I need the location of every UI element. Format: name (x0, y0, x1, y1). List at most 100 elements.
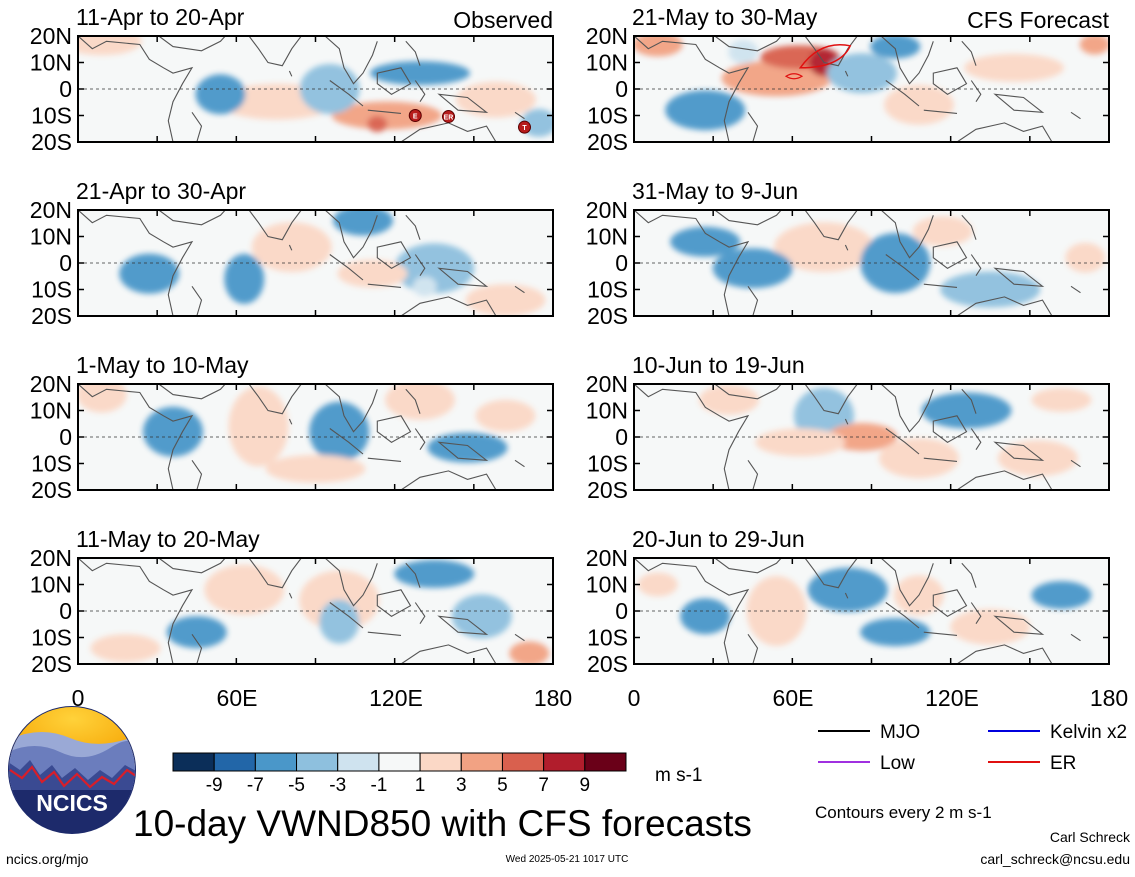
coastline (158, 36, 226, 52)
website-link[interactable]: ncics.org/mjo (6, 851, 89, 867)
logo-text: NCICS (36, 790, 108, 816)
coastline (437, 615, 489, 635)
anomaly-blob (427, 432, 508, 463)
units-label: m s-1 (655, 765, 703, 786)
coastline (376, 589, 412, 617)
x-tick-label: 0 (72, 685, 85, 711)
anomaly-blob (680, 598, 731, 635)
contour-note: Contours every 2 m s-1 (815, 803, 992, 822)
coastline (400, 296, 497, 316)
coastline (414, 428, 426, 450)
y-tick-label: 0 (59, 250, 72, 276)
colorbar-tick-label: 9 (580, 775, 591, 796)
coastline (78, 210, 194, 316)
anomaly-field (78, 384, 536, 483)
coastline (158, 384, 226, 400)
coastline (956, 296, 1053, 316)
colorbar-swatch (501, 752, 545, 772)
anomaly-blob (456, 81, 536, 118)
coastline (329, 602, 364, 629)
coastline (367, 283, 402, 288)
coastlines (634, 210, 1081, 316)
coastline (923, 457, 958, 462)
coastline (923, 631, 958, 636)
colorbar: -9 -7 -5 -3 -1 1 3 5 7 9 (172, 752, 627, 796)
coastline (414, 80, 426, 102)
coastline (880, 210, 934, 259)
coastline (400, 470, 497, 490)
coastline (248, 210, 302, 241)
storm-marker-label: E (413, 114, 418, 121)
y-tick-label: 20S (31, 651, 72, 677)
anomaly-blob (860, 233, 931, 293)
coastline (248, 36, 302, 67)
y-tick-label: 10S (31, 625, 72, 651)
coastline (376, 241, 412, 269)
coastline (923, 283, 958, 288)
coastline (844, 70, 849, 77)
coastline (248, 384, 302, 415)
coastline (844, 592, 849, 599)
legend-item: Low (818, 753, 915, 774)
anomaly-blob (475, 399, 536, 432)
coastline (961, 214, 977, 240)
panel-title: 11-Apr to 20-Apr (76, 4, 245, 30)
y-tick-label: 0 (59, 598, 72, 624)
anomaly-blob (509, 641, 550, 664)
anomaly-field (634, 36, 1109, 131)
anomaly-blob (870, 36, 921, 59)
coastline (932, 67, 968, 95)
coastline (970, 602, 982, 624)
coastline (158, 210, 226, 226)
y-tick-label: 20N (586, 23, 628, 49)
colorbar-swatch (584, 752, 627, 772)
author-email[interactable]: carl_schreck@ncsu.edu (980, 851, 1130, 867)
y-tick-label: 10S (31, 103, 72, 129)
er-contour (798, 44, 852, 69)
y-tick-label: 10S (587, 277, 628, 303)
coastline (970, 254, 982, 276)
y-tick-label: 0 (615, 424, 628, 450)
anomaly-blob (774, 222, 874, 273)
colorbar-swatch (254, 752, 298, 772)
coastline (932, 241, 968, 269)
coastline (248, 558, 302, 589)
anomaly-blob (251, 222, 332, 273)
anomaly-blob (860, 618, 931, 647)
anomaly-blob (807, 567, 888, 612)
coastline (367, 631, 402, 636)
anomaly-blob (412, 276, 437, 297)
coastline (367, 109, 402, 114)
coastline (288, 70, 293, 77)
y-tick-label: 10N (586, 572, 628, 598)
y-tick-label: 0 (615, 76, 628, 102)
y-tick-label: 20N (586, 545, 628, 571)
author-name: Carl Schreck (1050, 829, 1131, 845)
y-tick-label: 10N (30, 398, 72, 424)
coastline (993, 93, 1045, 113)
coastline (1070, 459, 1081, 468)
x-tick-label: 120E (369, 685, 423, 711)
colorbar-tick-label: -5 (288, 775, 305, 796)
coastline (78, 384, 194, 490)
colorbar-tick-label: -9 (206, 775, 223, 796)
anomaly-blob (309, 401, 370, 462)
coastline (993, 615, 1045, 635)
y-tick-label: 0 (59, 424, 72, 450)
coastline (885, 428, 920, 455)
coastline (634, 384, 750, 490)
coastline (514, 459, 525, 468)
coastline (329, 80, 364, 107)
y-tick-label: 10N (586, 224, 628, 250)
anomaly-field (637, 567, 1092, 647)
anomaly-blob (331, 101, 442, 130)
coastline (1070, 111, 1081, 120)
anomaly-field (78, 36, 553, 137)
storm-marker (518, 120, 531, 134)
anomaly-blob (265, 454, 366, 483)
y-tick-label: 0 (615, 250, 628, 276)
y-tick-label: 20N (30, 371, 72, 397)
